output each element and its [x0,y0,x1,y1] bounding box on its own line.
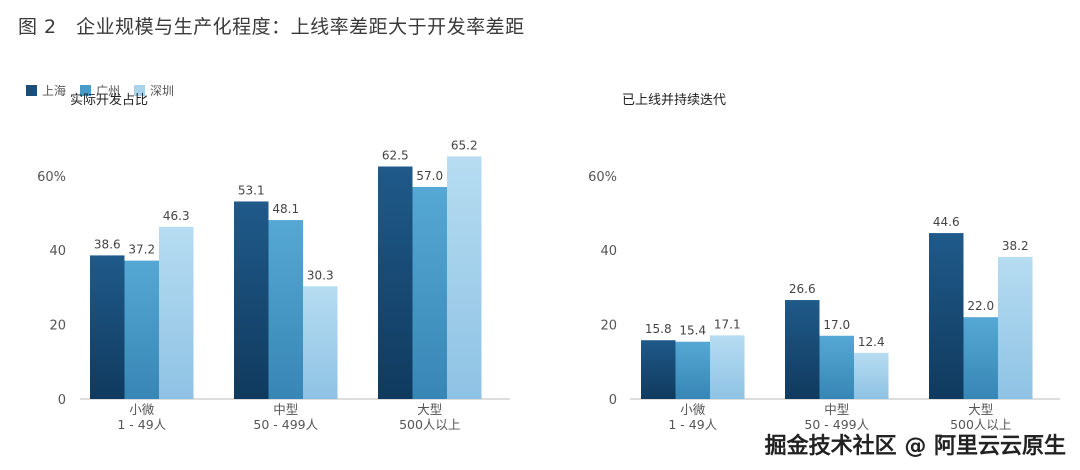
chart1-bar [303,286,338,399]
chart2-bar [785,300,820,399]
chart1-title: 实际开发占比 [70,92,148,108]
chart2-value-label: 12.4 [858,335,885,349]
chart1-category-sublabel: 500人以上 [399,417,460,432]
chart2-bar [641,340,676,399]
chart1-value-label: 65.2 [451,138,478,152]
chart1-value-label: 46.3 [163,209,190,223]
chart1-y-tick-label: 0 [58,393,66,408]
chart1-bar [412,186,447,399]
legend-label-shanghai: 上海 [42,84,67,98]
chart1-value-label: 57.0 [416,169,443,183]
chart2-value-label: 15.8 [645,322,672,336]
chart2-title: 已上线并持续迭代 [622,93,726,108]
chart2-value-label: 26.6 [789,282,816,296]
chart2-category-label: 小微 [680,402,706,417]
chart1-bar [447,156,482,399]
chart1-value-label: 30.3 [307,268,334,282]
legend-item-shanghai: 上海 [26,82,66,99]
chart1-value-label: 38.6 [94,237,121,251]
chart1-y-tick-label: 20 [49,319,66,334]
legend-label-shenzhen: 深圳 [150,84,175,98]
chart2-bar [819,335,854,399]
chart2-value-label: 15.4 [679,324,706,338]
chart2-category-sublabel: 500人以上 [950,417,1011,432]
chart1-category-sublabel: 1 - 49人 [117,417,166,432]
chart2-value-label: 17.0 [823,318,850,332]
chart2-bar [854,352,889,399]
legend-item-guangzhou: 广州 [80,82,120,99]
chart1-bar [378,166,413,399]
legend-swatch-shenzhen [134,85,146,96]
chart1-value-label: 53.1 [238,183,265,197]
chart2-bar [929,233,964,399]
chart1-bar [124,260,159,399]
watermark: 掘金技术社区 @ 阿里云云原生 [764,434,1066,459]
chart1-bar [268,220,303,399]
chart2-y-tick-label: 60% [588,170,617,185]
chart2-value-label: 22.0 [967,299,994,313]
chart1-category-label: 中型 [273,402,298,417]
chart2-category-label: 中型 [824,402,849,417]
legend-item-shenzhen: 深圳 [134,82,174,99]
chart1-y-tick-label: 40 [49,244,66,259]
chart2-value-label: 17.1 [714,317,741,331]
chart1-bar [159,226,194,399]
legend-label-guangzhou: 广州 [96,84,121,98]
chart1-value-label: 48.1 [272,202,299,216]
chart2-y-tick-label: 20 [600,319,617,334]
chart2-category-sublabel: 50 - 499人 [804,417,869,432]
chart2-y-tick-label: 40 [600,244,617,259]
chart2-y-tick-label: 0 [609,393,617,408]
chart2-value-label: 44.6 [933,215,960,229]
chart2-category-sublabel: 1 - 49人 [668,417,717,432]
chart1-y-tick-label: 60% [37,170,66,185]
chart2-bar [998,256,1033,399]
chart1-category-label: 大型 [417,402,442,417]
chart1-category-sublabel: 50 - 499人 [253,417,318,432]
legend-swatch-shanghai [26,85,37,96]
chart1-value-label: 62.5 [382,149,409,163]
chart1-value-label: 37.2 [128,243,155,257]
chart1-category-label: 小微 [129,402,155,417]
chart2-bar [675,341,710,399]
chart1-bar [90,255,125,399]
chart2-bar [963,317,998,399]
chart1-bar [234,201,269,399]
chart2-value-label: 38.2 [1002,239,1029,253]
chart2-bar [710,335,745,399]
legend: 上海 广州 深圳 [26,82,174,99]
legend-swatch-guangzhou [80,85,92,96]
figure-title: 图 2 企业规模与生产化程度：上线率差距大于开发率差距 [18,16,525,38]
chart2-category-label: 大型 [968,402,993,417]
